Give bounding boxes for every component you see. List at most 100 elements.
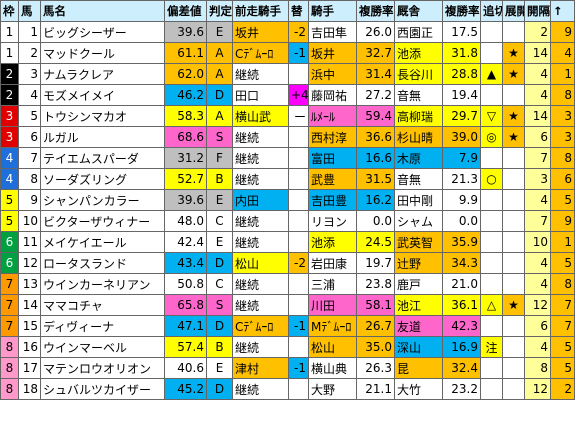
trend-cell: 3 bbox=[550, 105, 575, 127]
grade-cell: D bbox=[206, 378, 233, 400]
interval-cell: 3 bbox=[524, 168, 551, 190]
table-row: 8 17 マテンロウオリオン 40.6 E 津村 -1 横山典 26.3 昆 32.4 8 5 bbox=[0, 357, 575, 379]
prev-jockey-cell: 内田 bbox=[232, 189, 289, 211]
horse-name-cell: シュバルツカイザー bbox=[40, 378, 165, 400]
stable-rate-cell: 19.4 bbox=[442, 84, 481, 106]
stable-cell: 武英智 bbox=[394, 231, 443, 253]
horse-name-cell: ルガル bbox=[40, 126, 165, 148]
grade-cell: E bbox=[206, 21, 233, 43]
stable-rate-cell: 28.8 bbox=[442, 63, 481, 85]
deviation-cell: 50.8 bbox=[164, 273, 207, 295]
number-cell: 18 bbox=[18, 378, 41, 400]
frame-cell: 2 bbox=[0, 84, 19, 106]
stable-rate-cell: 31.8 bbox=[442, 42, 481, 64]
stable-cell: 鹿戸 bbox=[394, 273, 443, 295]
trend-cell: 9 bbox=[550, 21, 575, 43]
frame-cell: 4 bbox=[0, 168, 19, 190]
header-cell: 馬名 bbox=[40, 0, 165, 22]
table-row: 7 13 ウインカーネリアン 50.8 C 継続 三浦 23.8 鹿戸 21.0 4 8 bbox=[0, 273, 575, 295]
workout-cell: ▽ bbox=[480, 105, 503, 127]
jockey-rate-cell: 32.7 bbox=[356, 42, 395, 64]
horse-name-cell: シャンパンカラー bbox=[40, 189, 165, 211]
deviation-cell: 48.0 bbox=[164, 210, 207, 232]
frame-cell: 5 bbox=[0, 210, 19, 232]
pace-cell bbox=[502, 273, 525, 295]
number-cell: 15 bbox=[18, 315, 41, 337]
interval-cell: 4 bbox=[524, 84, 551, 106]
horse-name-cell: ナムラクレア bbox=[40, 63, 165, 85]
prev-jockey-cell: 継続 bbox=[232, 126, 289, 148]
prev-jockey-cell: 継続 bbox=[232, 336, 289, 358]
deviation-cell: 68.6 bbox=[164, 126, 207, 148]
jockey-rate-cell: 26.7 bbox=[356, 315, 395, 337]
deviation-cell: 47.1 bbox=[164, 315, 207, 337]
grade-cell: E bbox=[206, 357, 233, 379]
jockey-cell: 浜中 bbox=[308, 63, 357, 85]
jockey-change-cell: ー bbox=[288, 105, 309, 127]
jockey-change-cell: -1 bbox=[288, 315, 309, 337]
frame-cell: 8 bbox=[0, 378, 19, 400]
trend-cell: 5 bbox=[550, 336, 575, 358]
interval-cell: 14 bbox=[524, 42, 551, 64]
interval-cell: 12 bbox=[524, 294, 551, 316]
prev-jockey-cell: 継続 bbox=[232, 231, 289, 253]
header-cell: 枠 bbox=[0, 0, 19, 22]
horse-name-cell: ウインマーベル bbox=[40, 336, 165, 358]
frame-cell: 3 bbox=[0, 126, 19, 148]
horse-name-cell: テイエムスパーダ bbox=[40, 147, 165, 169]
horse-name-cell: ママコチャ bbox=[40, 294, 165, 316]
grade-cell: D bbox=[206, 252, 233, 274]
trend-cell: 8 bbox=[550, 147, 575, 169]
jockey-cell: 吉田隼 bbox=[308, 21, 357, 43]
stable-rate-cell: 0.0 bbox=[442, 210, 481, 232]
stable-rate-cell: 16.9 bbox=[442, 336, 481, 358]
number-cell: 16 bbox=[18, 336, 41, 358]
jockey-cell: 川田 bbox=[308, 294, 357, 316]
stable-rate-cell: 35.9 bbox=[442, 231, 481, 253]
jockey-change-cell bbox=[288, 168, 309, 190]
jockey-cell: ﾙﾒｰﾙ bbox=[308, 105, 357, 127]
race-table: 枠馬馬名偏差値判定前走騎手替騎手複勝率厩舎複勝率追切展開開隔↑ 11ビッグシーザ… bbox=[0, 0, 575, 400]
table-row: 7 14 ママコチャ 65.8 S 継続 川田 58.1 池江 36.1 △ ★ 12 7 bbox=[0, 294, 575, 316]
frame-cell: 4 bbox=[0, 147, 19, 169]
number-cell: 10 bbox=[18, 210, 41, 232]
jockey-rate-cell: 21.1 bbox=[356, 378, 395, 400]
prev-jockey-cell: Cﾃﾞﾑｰﾛ bbox=[232, 42, 289, 64]
table-row: 4 8 ソーダズリング 52.7 B 継続 武豊 31.5 音無 21.3 ○ 3 6 bbox=[0, 168, 575, 190]
pace-cell bbox=[502, 252, 525, 274]
jockey-change-cell: -2 bbox=[288, 21, 309, 43]
workout-cell bbox=[480, 231, 503, 253]
workout-cell bbox=[480, 252, 503, 274]
workout-cell: 注 bbox=[480, 336, 503, 358]
pace-cell: ★ bbox=[502, 63, 525, 85]
stable-rate-cell: 21.0 bbox=[442, 273, 481, 295]
horse-name-cell: ソーダズリング bbox=[40, 168, 165, 190]
pace-cell bbox=[502, 336, 525, 358]
pace-cell bbox=[502, 357, 525, 379]
trend-cell: 9 bbox=[550, 210, 575, 232]
table-row: 5 10 ビクターザウィナー 48.0 C 継続 リヨン 0.0 シャム 0.0 7 9 bbox=[0, 210, 575, 232]
jockey-rate-cell: 26.3 bbox=[356, 357, 395, 379]
interval-cell: 4 bbox=[524, 189, 551, 211]
interval-cell: 14 bbox=[524, 105, 551, 127]
header-cell: 厩舎 bbox=[394, 0, 443, 22]
workout-cell bbox=[480, 84, 503, 106]
horse-name-cell: ビクターザウィナー bbox=[40, 210, 165, 232]
workout-cell bbox=[480, 315, 503, 337]
stable-cell: 杉山晴 bbox=[394, 126, 443, 148]
table-row: 8 18 シュバルツカイザー 45.2 D 継続 大野 21.1 大竹 23.2 12 2 bbox=[0, 378, 575, 400]
jockey-change-cell bbox=[288, 273, 309, 295]
trend-cell: 5 bbox=[550, 357, 575, 379]
pace-cell: ★ bbox=[502, 105, 525, 127]
table-row: 2 3 ナムラクレア 62.0 A 継続 浜中 31.4 長谷川 28.8 ▲ ★ 4 1 bbox=[0, 63, 575, 85]
jockey-cell: 池添 bbox=[308, 231, 357, 253]
frame-cell: 6 bbox=[0, 231, 19, 253]
stable-cell: 高柳瑞 bbox=[394, 105, 443, 127]
jockey-cell: 富田 bbox=[308, 147, 357, 169]
table-row: 1 2 マッドクール 61.1 A Cﾃﾞﾑｰﾛ -1 坂井 32.7 池添 31.8 ★ 14 4 bbox=[0, 42, 575, 64]
header-cell: 偏差値 bbox=[164, 0, 207, 22]
pace-cell bbox=[502, 189, 525, 211]
stable-rate-cell: 32.4 bbox=[442, 357, 481, 379]
workout-cell bbox=[480, 147, 503, 169]
grade-cell: S bbox=[206, 294, 233, 316]
